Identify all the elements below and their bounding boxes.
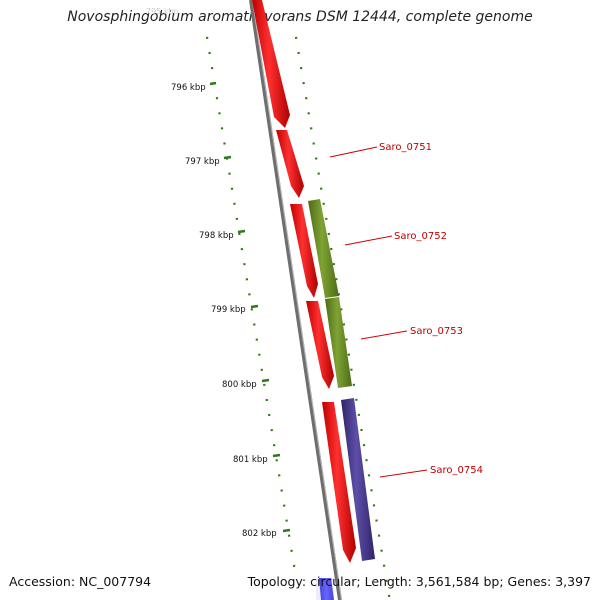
- kbp-label-796: 796 kbp: [171, 83, 206, 93]
- kbp-label-802: 802 kbp: [242, 529, 277, 539]
- genome-title: Novosphingobium aromaticivorans DSM 1244…: [67, 9, 533, 25]
- gene-block-saro-0752[interactable]: [308, 199, 339, 298]
- genome-backbone-highlight: [252, 0, 342, 600]
- kbp-axis: 796 kbp 797 kbp 798 kbp 799 kbp 800 kbp …: [171, 81, 291, 539]
- gene-block-saro-0754[interactable]: [341, 398, 375, 561]
- kbp-label-800: 800 kbp: [222, 380, 257, 390]
- callout-line: [329, 146, 378, 158]
- gene-block-shadow: [316, 578, 334, 600]
- gene-callouts: Saro_0751 Saro_0752 Saro_0753 Saro_0754: [329, 142, 483, 478]
- cropped-kbp-label: 795 kbp: [146, 7, 179, 16]
- accession-text: Accession: NC_007794: [9, 574, 152, 589]
- genome-backbone: [249, 0, 342, 600]
- tick-track-right: [294, 36, 391, 597]
- outer-strand-genes: [308, 199, 375, 561]
- gene-arrow[interactable]: [306, 301, 334, 389]
- kbp-tick: [261, 378, 270, 383]
- gene-arrow[interactable]: [276, 130, 304, 198]
- gene-label-saro-0751[interactable]: Saro_0751: [379, 142, 432, 153]
- gene-block-saro-0753[interactable]: [325, 297, 352, 388]
- gene-arrow[interactable]: [290, 204, 318, 298]
- gene-block-partial[interactable]: [319, 578, 334, 600]
- gene-arrow[interactable]: [252, 0, 290, 128]
- kbp-label-801: 801 kbp: [233, 455, 268, 465]
- kbp-tick: [250, 304, 259, 309]
- gene-label-saro-0754[interactable]: Saro_0754: [430, 465, 483, 476]
- genome-summary-text: Topology: circular; Length: 3,561,584 bp…: [247, 574, 591, 589]
- gene-label-saro-0753[interactable]: Saro_0753: [410, 326, 463, 337]
- inner-strand-genes: [252, 0, 356, 563]
- gene-arrow[interactable]: [322, 402, 356, 563]
- kbp-tick: [209, 81, 217, 86]
- callout-line: [379, 469, 428, 478]
- kbp-label-799: 799 kbp: [211, 305, 246, 315]
- callout-line: [344, 235, 393, 246]
- kbp-label-798: 798 kbp: [199, 231, 234, 241]
- kbp-label-797: 797 kbp: [185, 157, 220, 167]
- kbp-tick: [282, 528, 291, 533]
- kbp-tick: [272, 453, 281, 458]
- gene-label-saro-0752[interactable]: Saro_0752: [394, 231, 447, 242]
- callout-line: [360, 330, 408, 340]
- kbp-tick: [223, 155, 232, 160]
- kbp-tick: [237, 229, 246, 234]
